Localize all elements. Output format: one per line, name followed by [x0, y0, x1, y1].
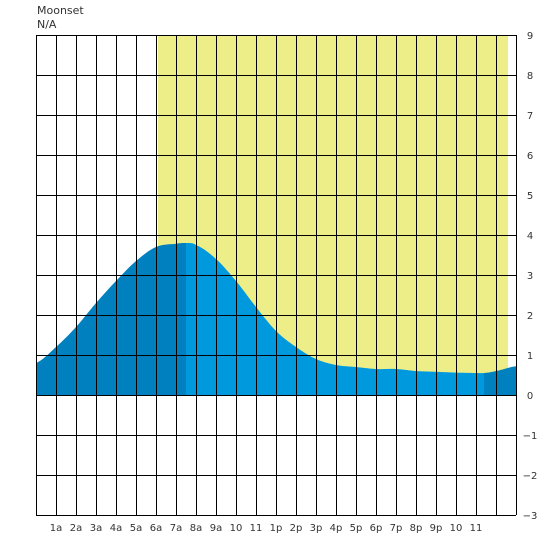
moon-value: N/A	[37, 18, 57, 31]
y-tick-label: 7	[527, 111, 533, 122]
y-tick-label: 8	[527, 71, 533, 82]
x-tick-label: 3p	[310, 523, 323, 534]
y-tick-label: 6	[527, 151, 533, 162]
y-tick-label: 3	[527, 271, 533, 282]
x-tick-label: 8a	[190, 523, 203, 534]
y-tick-label: 0	[527, 391, 533, 402]
x-tick-label: 8p	[410, 523, 423, 534]
x-tick-labels: 1a 2a 3a 4a 5a 6a 7a 8a 9a 10 11 1p 2p 3p 4p 5p 6p 7p 8p 9p…	[50, 523, 483, 534]
x-tick-label: 9p	[430, 523, 443, 534]
y-tick-label: 5	[527, 191, 533, 202]
x-tick-label: 11	[250, 523, 263, 534]
tide-area-rising-2	[484, 366, 516, 395]
x-tick-label: 2p	[290, 523, 303, 534]
x-tick-label: 5p	[350, 523, 363, 534]
x-tick-label: 5a	[130, 523, 143, 534]
y-tick-label: 9	[527, 31, 533, 42]
x-tick-label: 9a	[210, 523, 223, 534]
x-tick-label: 2a	[70, 523, 83, 534]
x-tick-label: 3a	[90, 523, 103, 534]
moon-label: Moonset	[37, 4, 84, 17]
x-tick-label: 1p	[270, 523, 283, 534]
tide-area-rising-1	[36, 242, 186, 395]
x-tick-label: 10	[230, 523, 243, 534]
x-tick-label: 10	[450, 523, 463, 534]
y-tick-labels: 9 8 7 6 5 4 3 2 1 0 −1 −2 −3	[523, 31, 538, 522]
tide-area-falling	[186, 243, 484, 395]
x-tick-label: 4p	[330, 523, 343, 534]
grid-layer	[36, 35, 517, 516]
y-tick-label: 1	[527, 351, 533, 362]
y-tick-label: −2	[523, 471, 538, 482]
y-tick-label: 4	[527, 231, 533, 242]
tide-area-layer	[36, 242, 516, 395]
x-tick-label: 7a	[170, 523, 183, 534]
x-tick-label: 6a	[150, 523, 163, 534]
y-tick-label: 2	[527, 311, 533, 322]
x-tick-label: 4a	[110, 523, 123, 534]
x-tick-label: 11	[470, 523, 483, 534]
x-tick-label: 6p	[370, 523, 383, 534]
x-tick-label: 7p	[390, 523, 403, 534]
y-tick-label: −3	[523, 511, 538, 522]
x-tick-label: 1a	[50, 523, 63, 534]
y-tick-label: −1	[523, 431, 538, 442]
